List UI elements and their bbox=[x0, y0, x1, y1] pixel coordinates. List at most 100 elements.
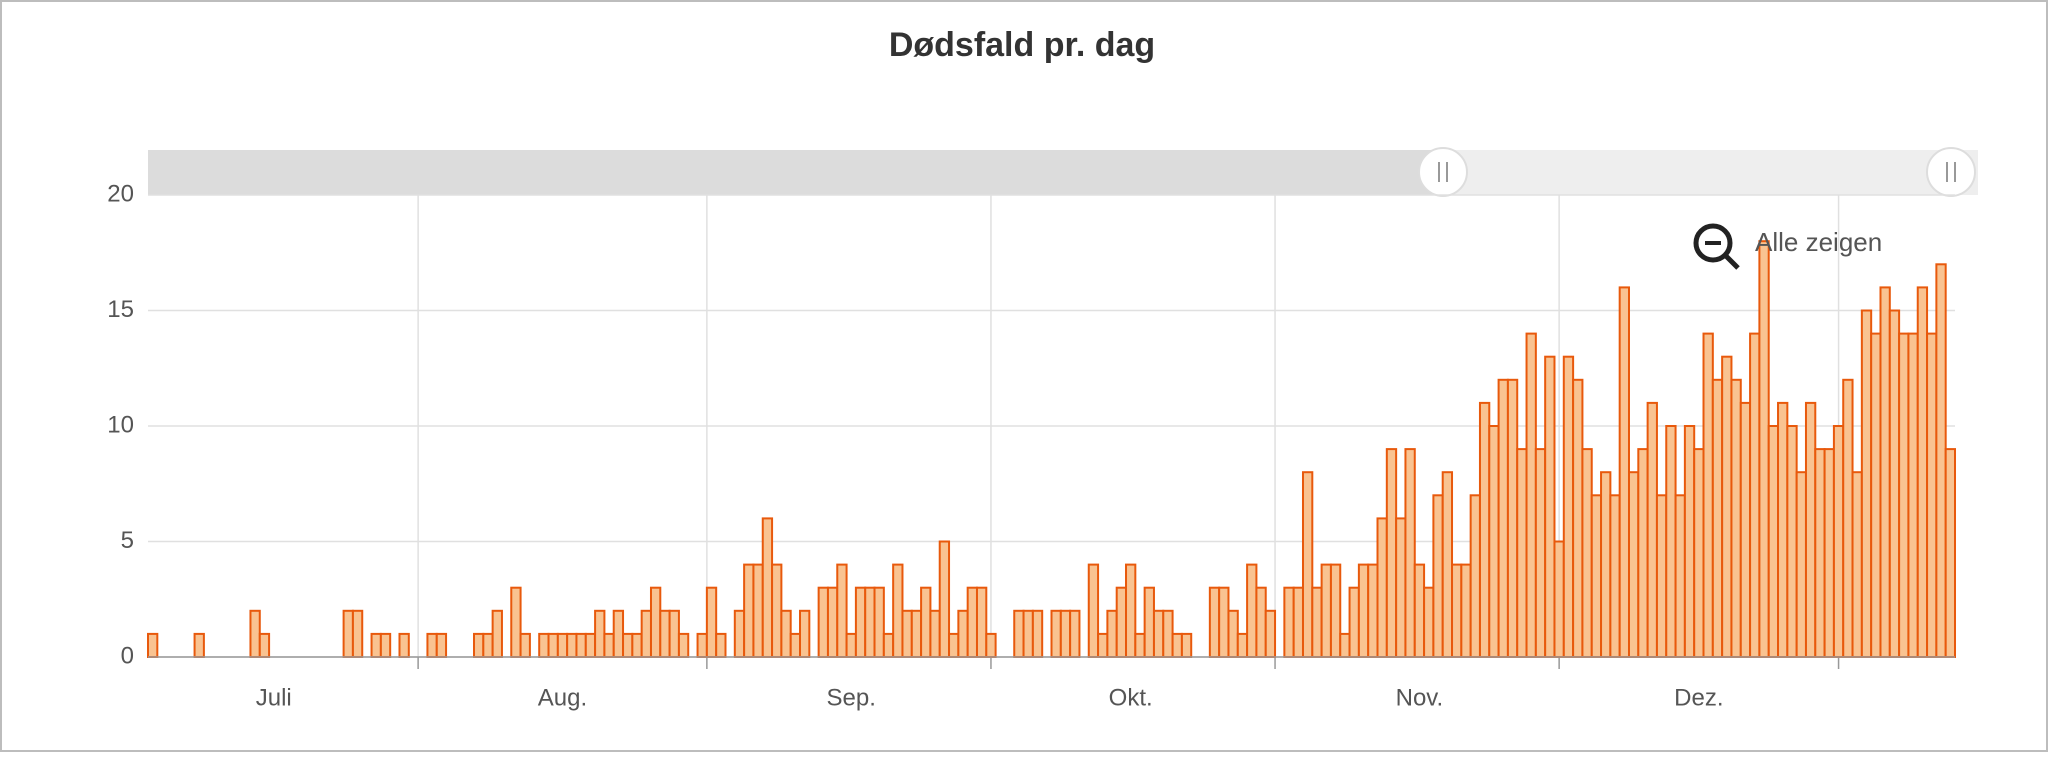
bar bbox=[799, 609, 811, 658]
bar bbox=[1013, 609, 1025, 658]
plot: 0 5 10 15 20 Juli Aug. Sep. Okt. Nov. Dez. bbox=[107, 180, 1956, 711]
x-tick-label: Aug. bbox=[538, 684, 587, 711]
bar bbox=[836, 563, 848, 658]
bar bbox=[575, 632, 587, 659]
chart-title: Dødsfald pr. dag bbox=[889, 26, 1155, 64]
bar bbox=[1702, 332, 1714, 658]
y-tick-label: 15 bbox=[107, 296, 134, 323]
bar bbox=[948, 632, 960, 659]
bar bbox=[342, 609, 354, 658]
bar bbox=[1469, 494, 1481, 658]
bar bbox=[1544, 355, 1556, 658]
bar bbox=[1637, 448, 1649, 658]
bar bbox=[622, 632, 634, 659]
bar bbox=[1329, 563, 1342, 658]
bar bbox=[1590, 494, 1603, 658]
bar bbox=[1134, 632, 1146, 659]
bar bbox=[761, 517, 774, 659]
bar bbox=[1106, 609, 1118, 658]
bar bbox=[975, 586, 988, 659]
bar bbox=[1311, 586, 1323, 659]
bar bbox=[1404, 448, 1416, 658]
navigator[interactable] bbox=[148, 147, 1978, 197]
bar bbox=[705, 586, 718, 659]
bar bbox=[193, 632, 205, 659]
bar bbox=[1236, 632, 1249, 659]
bar bbox=[1562, 355, 1575, 658]
bar bbox=[1246, 563, 1258, 658]
bar bbox=[1609, 494, 1621, 658]
bar bbox=[435, 632, 448, 659]
bar bbox=[1497, 378, 1509, 658]
bar bbox=[1516, 448, 1528, 658]
reset-zoom-label[interactable]: Alle zeigen bbox=[1755, 227, 1882, 257]
bar bbox=[1879, 286, 1891, 658]
bar bbox=[370, 632, 382, 659]
bar bbox=[1777, 401, 1789, 658]
bar bbox=[1069, 609, 1081, 658]
bar bbox=[258, 632, 271, 659]
bar bbox=[631, 632, 643, 659]
x-tick-label: Dez. bbox=[1674, 684, 1723, 711]
bar bbox=[594, 609, 606, 658]
reset-zoom[interactable]: Alle zeigen bbox=[1693, 223, 1882, 270]
bar bbox=[603, 632, 615, 659]
bar bbox=[1460, 563, 1472, 658]
bar bbox=[789, 632, 802, 659]
bar bbox=[584, 632, 597, 659]
bar bbox=[1339, 632, 1351, 659]
bar bbox=[1646, 401, 1658, 658]
bar bbox=[1059, 609, 1072, 658]
bar bbox=[1097, 632, 1109, 659]
bar bbox=[1674, 494, 1686, 658]
bar bbox=[1627, 471, 1640, 659]
bar bbox=[1320, 563, 1332, 658]
bar bbox=[854, 586, 867, 659]
bar bbox=[1721, 355, 1733, 658]
bar bbox=[892, 563, 904, 658]
bar bbox=[1730, 378, 1742, 658]
bar bbox=[1618, 286, 1630, 658]
bar bbox=[1711, 378, 1724, 658]
bar bbox=[1367, 563, 1379, 658]
bar bbox=[1758, 240, 1770, 658]
bar bbox=[1655, 494, 1668, 658]
bar bbox=[1264, 609, 1277, 658]
bar bbox=[1888, 309, 1901, 658]
bar bbox=[547, 632, 559, 659]
bar bbox=[1767, 425, 1780, 658]
bar bbox=[752, 563, 764, 658]
bar bbox=[882, 632, 895, 659]
bar bbox=[640, 609, 652, 658]
bar bbox=[733, 609, 746, 658]
bar bbox=[1385, 448, 1398, 658]
bar bbox=[1693, 448, 1705, 658]
bar bbox=[1180, 632, 1193, 659]
bar bbox=[659, 609, 671, 658]
bar bbox=[1488, 425, 1500, 658]
bar bbox=[1152, 609, 1165, 658]
zoom-icon-handle bbox=[1723, 253, 1740, 270]
navigator-handle[interactable] bbox=[1926, 147, 1976, 197]
bar bbox=[1451, 563, 1463, 658]
bar bbox=[473, 632, 485, 659]
bar bbox=[771, 563, 783, 658]
x-tick-label: Okt. bbox=[1109, 684, 1153, 711]
x-tick-label: Sep. bbox=[827, 684, 876, 711]
bar bbox=[1087, 563, 1100, 658]
bar bbox=[1255, 586, 1267, 659]
bar bbox=[566, 632, 578, 659]
bar bbox=[1478, 401, 1491, 658]
bar bbox=[1218, 586, 1230, 659]
bar bbox=[966, 586, 978, 659]
bar bbox=[1907, 332, 1919, 658]
y-tick-label: 5 bbox=[121, 527, 134, 554]
bar bbox=[715, 632, 727, 659]
bar bbox=[1935, 263, 1947, 658]
bar bbox=[1525, 332, 1537, 658]
bar bbox=[1665, 425, 1677, 658]
navigator-handle[interactable] bbox=[1418, 147, 1468, 197]
bar bbox=[1786, 425, 1798, 658]
bar bbox=[1832, 425, 1845, 658]
